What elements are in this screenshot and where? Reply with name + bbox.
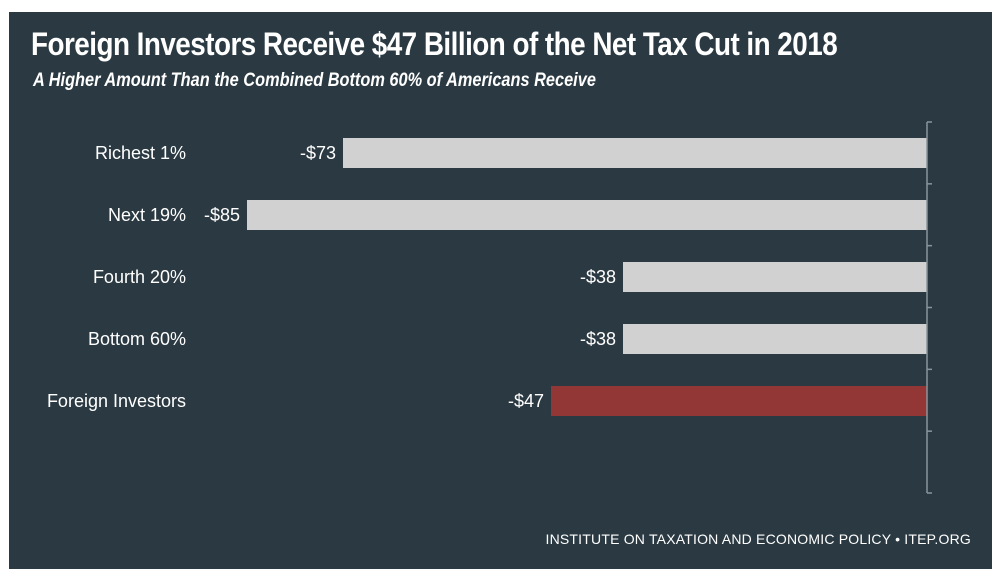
- bar-row: Next 19% -$85: [108, 200, 927, 230]
- value-label: -$73: [300, 143, 336, 163]
- bar: [623, 324, 927, 354]
- category-label: Fourth 20%: [93, 267, 186, 287]
- chart-subtitle: A Higher Amount Than the Combined Bottom…: [33, 70, 596, 91]
- value-label: -$38: [580, 267, 616, 287]
- category-label: Bottom 60%: [88, 329, 186, 349]
- bar-row: Bottom 60% -$38: [88, 324, 927, 354]
- bar-row: Richest 1% -$73: [95, 138, 927, 168]
- category-label: Richest 1%: [95, 143, 186, 163]
- value-axis: [926, 121, 932, 494]
- bar-highlight: [551, 386, 927, 416]
- value-label: -$38: [580, 329, 616, 349]
- bar-row: Fourth 20% -$38: [93, 262, 927, 292]
- bar: [247, 200, 927, 230]
- value-label: -$47: [508, 391, 544, 411]
- chart-title: Foreign Investors Receive $47 Billion of…: [31, 26, 838, 62]
- category-label: Foreign Investors: [47, 391, 186, 411]
- category-label: Next 19%: [108, 205, 186, 225]
- value-label: -$85: [204, 205, 240, 225]
- bar: [623, 262, 927, 292]
- bar-row: Foreign Investors -$47: [47, 386, 927, 416]
- bar: [343, 138, 927, 168]
- source-credit: INSTITUTE ON TAXATION AND ECONOMIC POLIC…: [545, 531, 971, 547]
